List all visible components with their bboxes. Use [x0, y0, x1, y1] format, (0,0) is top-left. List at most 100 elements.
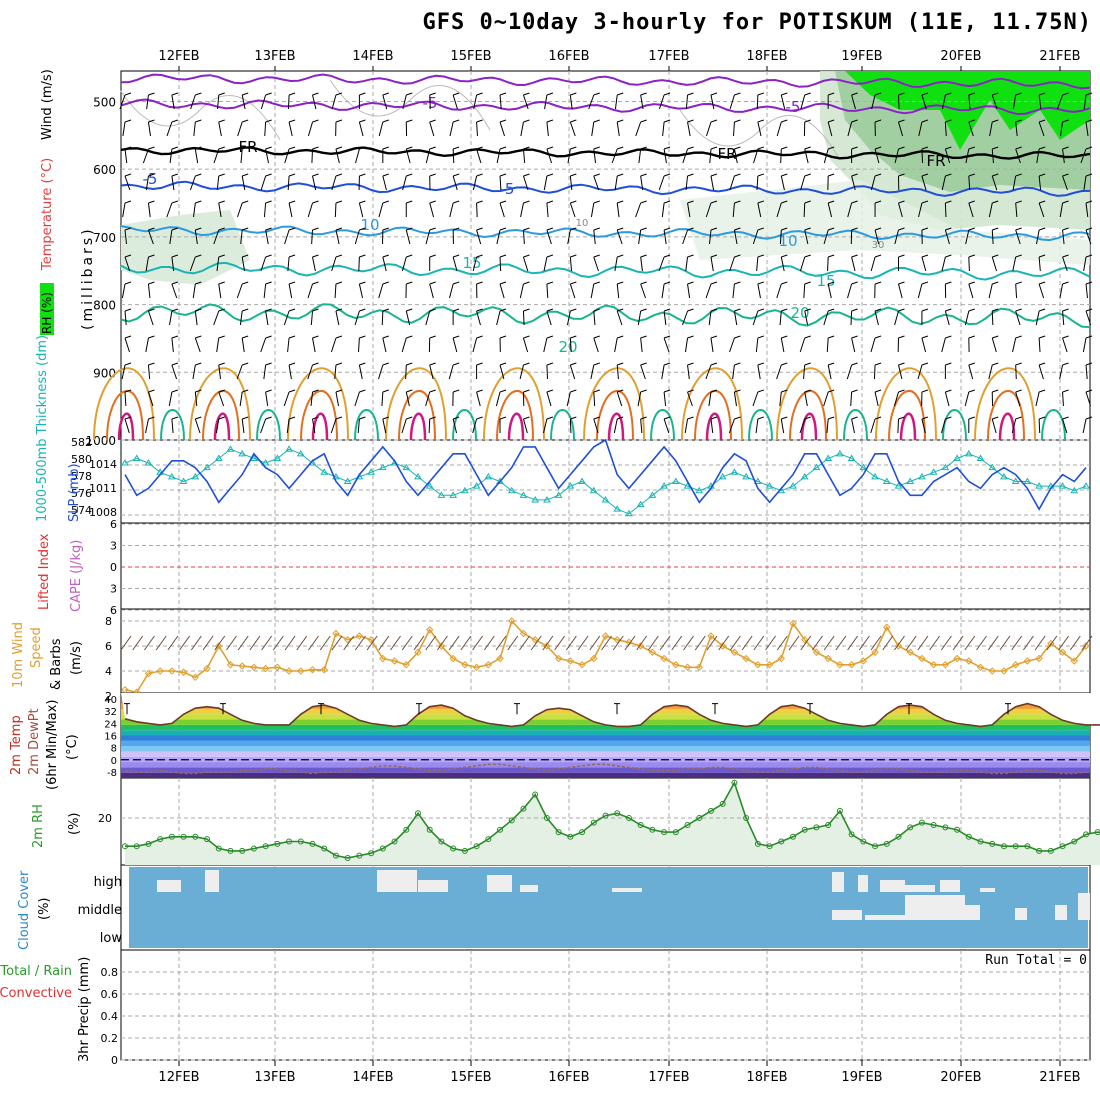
- wind-barb-flag: [429, 416, 436, 420]
- wind-barb-flag: [499, 92, 507, 96]
- wind-barb: [124, 391, 127, 407]
- data-point: [168, 667, 176, 675]
- surface-wind-barb: [167, 635, 179, 651]
- wind-barb-flag: [1085, 281, 1093, 285]
- wind-barb: [147, 202, 151, 218]
- data-point: [730, 468, 739, 475]
- cloud-level-label: high: [94, 875, 122, 890]
- wind-barb: [546, 121, 549, 137]
- wind-barb-flag: [968, 362, 975, 366]
- data-point: [508, 617, 516, 625]
- wind-barb: [472, 337, 478, 353]
- wind-barb-flag: [992, 281, 999, 285]
- data-point: [203, 664, 211, 673]
- isotherm-30: [496, 390, 534, 441]
- wind-barb-flag: [945, 173, 952, 177]
- wind-barb-flag: [828, 416, 835, 420]
- isotherm-label: 15: [816, 272, 835, 290]
- cloud-high: [487, 875, 512, 892]
- wind-barb: [169, 310, 173, 326]
- data-point: [648, 491, 657, 498]
- isotherm-20-low: [1041, 409, 1066, 441]
- wind-barb-flag: [617, 389, 624, 393]
- data-point: [215, 642, 223, 650]
- wind-barb-flag: [757, 146, 765, 150]
- wind-barb: [944, 202, 947, 218]
- wind-barb: [965, 229, 970, 245]
- wind-barb: [870, 256, 876, 272]
- isotherm-20-low: [942, 409, 967, 441]
- surface-wind-barb: [1058, 635, 1069, 651]
- wind-barb: [991, 94, 998, 110]
- wind-barb: [616, 121, 620, 137]
- wind-barb-flag: [476, 389, 483, 393]
- lifted-tick: 3: [110, 583, 117, 596]
- surface-wind-barb: [870, 635, 882, 651]
- wind-barb-flag: [898, 227, 905, 231]
- wind-barb: [1012, 94, 1017, 110]
- wind-barb-flag: [804, 335, 811, 339]
- wind-barb-flag: [710, 200, 718, 204]
- wind-barb-flag: [452, 281, 460, 285]
- data-point: [743, 814, 750, 821]
- wind-barb-flag: [992, 119, 999, 123]
- wind-barb-flag: [335, 389, 343, 393]
- wind-barb: [354, 310, 360, 326]
- surface-wind-barb: [905, 635, 917, 651]
- temp-band: [121, 724, 1090, 731]
- wind-barb: [543, 418, 548, 434]
- wind-barb: [663, 148, 667, 164]
- wind-barb-flag: [828, 362, 835, 366]
- wind-barb-flag: [288, 281, 296, 285]
- wind-barb: [265, 148, 270, 164]
- wind-barb-flag: [265, 173, 272, 177]
- lifted-label: Lifted Index: [37, 533, 52, 610]
- surface-wind-barb: [636, 635, 648, 651]
- wind-barb: [733, 229, 738, 245]
- wind-barb: [710, 418, 714, 434]
- data-point: [590, 819, 597, 826]
- wind-barb: [614, 337, 618, 353]
- rh-area: [125, 782, 1100, 865]
- wind-barb-flag: [429, 146, 436, 150]
- wind-barb-flag: [874, 281, 882, 285]
- wind-barb-flag: [570, 335, 577, 339]
- wind-barb-flag: [171, 92, 179, 96]
- wind-barb-flag: [499, 335, 507, 339]
- wind-barb-flag: [1085, 335, 1093, 339]
- wind-barb-flag: [640, 92, 647, 96]
- wind-barb: [708, 391, 712, 407]
- wind-barb: [965, 148, 970, 164]
- surface-wind-barb: [823, 635, 835, 651]
- surface-wind-barb: [272, 635, 284, 651]
- wind-barb: [166, 202, 173, 218]
- surface-wind-barb: [120, 635, 132, 651]
- wind-barb: [263, 364, 267, 380]
- wind-barb: [122, 121, 126, 137]
- wind-barb: [732, 364, 735, 380]
- wind-barb: [124, 310, 127, 326]
- wind-barb-flag: [218, 281, 225, 285]
- wind-barb-flag: [804, 173, 811, 177]
- wind-barb-flag: [968, 119, 975, 123]
- wind-barb: [312, 337, 316, 353]
- wind-barb: [918, 121, 923, 137]
- wind-barb-flag: [640, 362, 647, 366]
- wind-barb-flag: [406, 362, 413, 366]
- wind-barb-flag: [710, 308, 718, 312]
- wind-barb: [851, 256, 856, 272]
- wind-barb: [823, 310, 829, 326]
- wind-barb: [800, 175, 806, 191]
- cloud-label: Cloud Cover: [17, 870, 32, 950]
- isotherm-label: 20: [558, 338, 577, 356]
- wind-barb: [215, 418, 220, 434]
- wind-barb: [870, 337, 876, 353]
- wind-barb-flag: [452, 389, 460, 393]
- wind-barb-flag: [804, 119, 811, 123]
- wind-barb: [1057, 94, 1064, 110]
- wind-barb-flag: [1062, 335, 1069, 339]
- surface-wind-barb: [237, 635, 249, 651]
- wind-barb: [472, 175, 478, 191]
- wind-barb-flag: [781, 389, 788, 393]
